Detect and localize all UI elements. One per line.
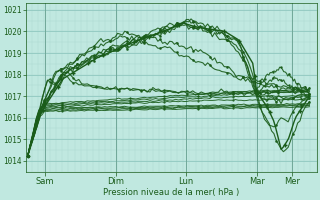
X-axis label: Pression niveau de la mer( hPa ): Pression niveau de la mer( hPa ): [103, 188, 239, 197]
